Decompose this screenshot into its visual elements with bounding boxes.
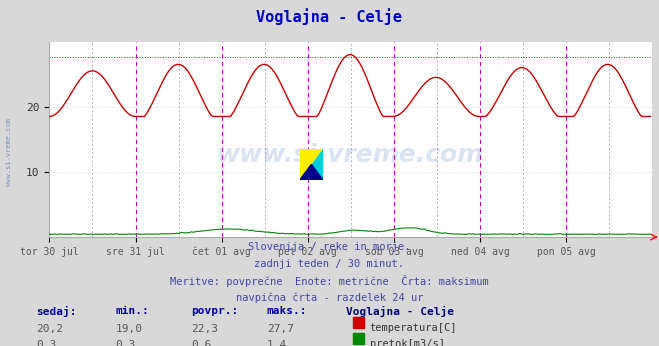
Polygon shape [300,149,323,180]
Text: 0,3: 0,3 [36,340,57,346]
Text: Voglajna - Celje: Voglajna - Celje [346,306,454,317]
Polygon shape [300,164,323,180]
Text: 0,3: 0,3 [115,340,136,346]
Text: pretok[m3/s]: pretok[m3/s] [370,339,445,346]
Text: zadnji teden / 30 minut.: zadnji teden / 30 minut. [254,259,405,269]
Text: 1,4: 1,4 [267,340,287,346]
Text: Meritve: povprečne  Enote: metrične  Črta: maksimum: Meritve: povprečne Enote: metrične Črta:… [170,275,489,288]
Text: www.si-vreme.com: www.si-vreme.com [217,143,484,167]
Polygon shape [300,149,323,180]
Text: 27,7: 27,7 [267,324,294,334]
Text: 19,0: 19,0 [115,324,142,334]
Text: navpična črta - razdelek 24 ur: navpična črta - razdelek 24 ur [236,292,423,302]
Text: temperatura[C]: temperatura[C] [370,323,457,333]
Text: www.si-vreme.com: www.si-vreme.com [5,118,12,186]
Text: povpr.:: povpr.: [191,306,239,316]
Text: min.:: min.: [115,306,149,316]
Text: 20,2: 20,2 [36,324,63,334]
Text: Slovenija / reke in morje.: Slovenija / reke in morje. [248,242,411,252]
Text: sedaj:: sedaj: [36,306,76,317]
Text: maks.:: maks.: [267,306,307,316]
Text: Voglajna - Celje: Voglajna - Celje [256,9,403,26]
Text: 22,3: 22,3 [191,324,218,334]
Text: 0,6: 0,6 [191,340,212,346]
